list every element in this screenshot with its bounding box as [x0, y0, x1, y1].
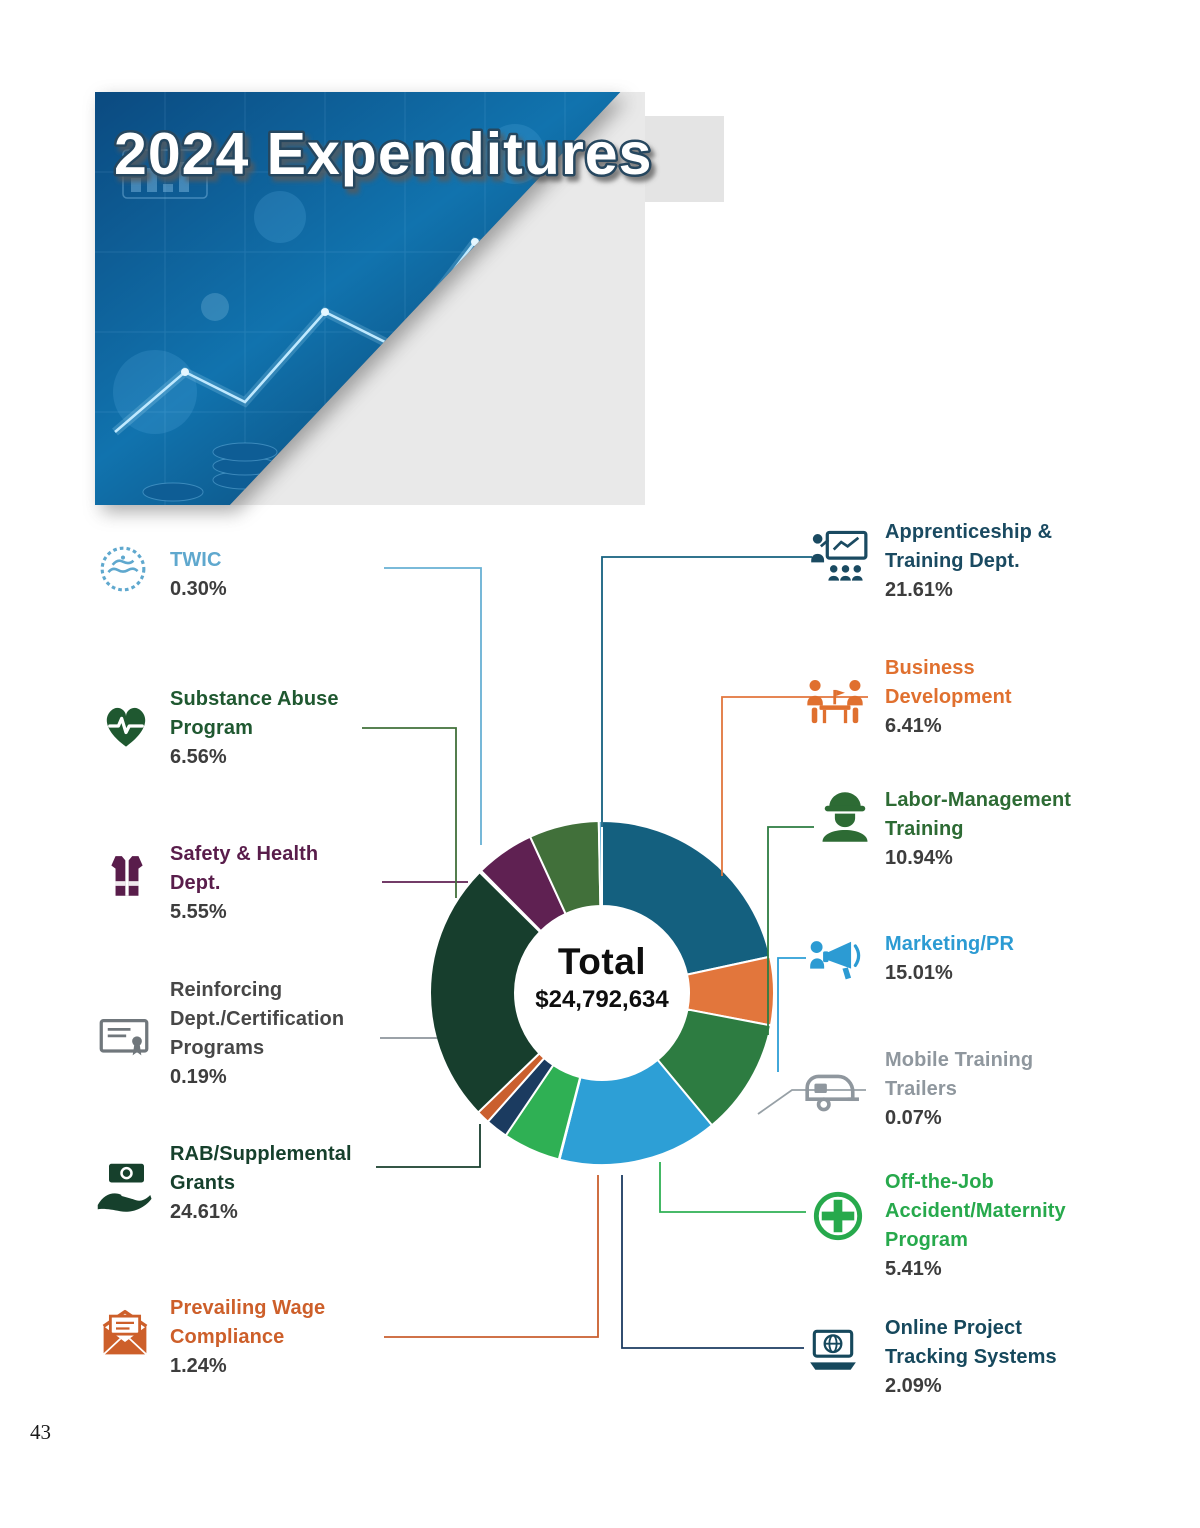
legend-label: Substance Abuse Program: [170, 688, 339, 739]
page-number: 43: [30, 1420, 51, 1444]
legend-text-substance-abuse: Substance Abuse Program 6.56%: [170, 685, 339, 772]
legend-label: Online Project Tracking Systems: [885, 1317, 1057, 1368]
legend-label: RAB/Supplemental Grants: [170, 1143, 352, 1194]
legend-percentage: 2.09%: [885, 1375, 942, 1397]
connector-rab-supplemental-grants: [376, 1124, 481, 1168]
total-value: $24,792,634: [535, 986, 669, 1013]
connector-apprenticeship-training: [601, 556, 812, 827]
legend-label: Marketing/PR: [885, 933, 1015, 955]
heart-pulse-icon: [100, 700, 152, 752]
safety-vest-icon: [102, 852, 152, 902]
legend-text-labor-management-training: Labor-Management Training 10.94%: [885, 786, 1071, 873]
connector-twic: [384, 567, 482, 845]
legend-label: Reinforcing Dept./Certification Programs: [170, 979, 345, 1059]
legend-percentage: 5.41%: [885, 1258, 942, 1280]
legend-text-marketing-pr: Marketing/PR 15.01%: [885, 930, 1014, 988]
legend-text-twic: TWIC 0.30%: [170, 546, 227, 604]
connector-labor-management-training: [767, 826, 814, 1035]
legend-label: Safety & Health Dept.: [170, 843, 319, 894]
legend-percentage: 15.01%: [885, 962, 953, 984]
legend-percentage: 0.19%: [170, 1066, 227, 1088]
legend-label: Business Development: [885, 657, 1012, 708]
legend-percentage: 0.30%: [170, 578, 227, 600]
twic-badge-icon: [98, 544, 148, 594]
envelope-icon: [98, 1306, 152, 1360]
legend-percentage: 6.41%: [885, 715, 942, 737]
legend-text-business-development: Business Development 6.41%: [885, 654, 1012, 741]
legend-text-mobile-training-trailers: Mobile Training Trailers 0.07%: [885, 1046, 1033, 1133]
connector-substance-abuse: [362, 727, 457, 898]
connector-off-the-job: [659, 1162, 806, 1213]
legend-percentage: 24.61%: [170, 1201, 238, 1223]
legend-label: TWIC: [170, 549, 222, 571]
money-hand-icon: [94, 1160, 154, 1220]
legend-text-off-the-job: Off-the-Job Accident/Maternity Program 5.41…: [885, 1168, 1066, 1284]
legend-label: Prevailing Wage Compliance: [170, 1297, 326, 1348]
legend-percentage: 10.94%: [885, 847, 953, 869]
connector-online-project-tracking: [621, 1175, 804, 1349]
legend-percentage: 21.61%: [885, 579, 953, 601]
megaphone-icon: [808, 932, 864, 988]
legend-label: Labor-Management Training: [885, 789, 1072, 840]
chart-center-label: Total $24,792,634: [487, 941, 717, 1014]
legend-text-prevailing-wage: Prevailing Wage Compliance 1.24%: [170, 1294, 325, 1381]
legend-percentage: 5.55%: [170, 901, 227, 923]
legend-text-safety-health: Safety & Health Dept. 5.55%: [170, 840, 318, 927]
donut-segment-rab-supplemental-grants: [429, 871, 542, 1114]
legend-percentage: 6.56%: [170, 746, 227, 768]
legend-percentage: 1.24%: [170, 1355, 227, 1377]
certificate-icon: [98, 1012, 150, 1064]
business-meeting-icon: [804, 670, 866, 732]
donut-segment-twic: [597, 819, 603, 908]
construction-worker-icon: [818, 790, 872, 844]
legend-text-apprenticeship-training: Apprenticeship & Training Dept. 21.61%: [885, 518, 1052, 605]
legend-text-online-project-tracking: Online Project Tracking Systems 2.09%: [885, 1314, 1057, 1401]
connector-prevailing-wage: [384, 1175, 599, 1338]
legend-text-reinforcing-certification: Reinforcing Dept./Certification Programs 0.…: [170, 976, 344, 1092]
total-label: Total: [557, 941, 647, 982]
legend-label: Mobile Training Trailers: [885, 1049, 1034, 1100]
medical-cross-icon: [812, 1190, 864, 1242]
banner-image-shadow: [95, 92, 645, 505]
banner: [95, 92, 645, 505]
laptop-globe-icon: [806, 1324, 860, 1378]
legend-percentage: 0.07%: [885, 1107, 942, 1129]
legend-label: Apprenticeship & Training Dept.: [885, 521, 1053, 572]
legend-label: Off-the-Job Accident/Maternity Program: [885, 1171, 1066, 1251]
connector-marketing-pr: [777, 957, 806, 1072]
trailer-icon: [802, 1064, 860, 1122]
connector-mobile-training-trailers: [757, 1089, 866, 1115]
training-presentation-icon: [808, 526, 868, 586]
legend-text-rab-supplemental-grants: RAB/Supplemental Grants 24.61%: [170, 1140, 352, 1227]
